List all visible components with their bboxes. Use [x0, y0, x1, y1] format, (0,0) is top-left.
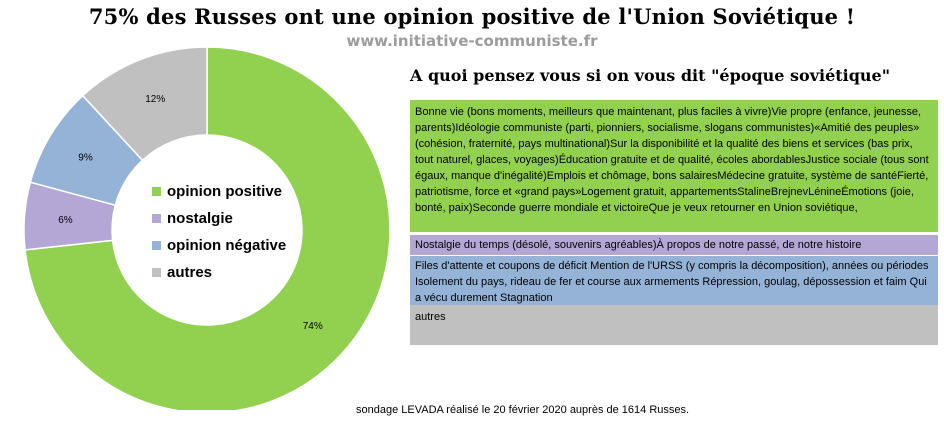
- legend-label-nostalgia: nostalgie: [167, 210, 233, 227]
- other-answers-box: autres: [410, 305, 938, 345]
- chart-title: 75% des Russes ont une opinion positive …: [88, 4, 856, 29]
- source-url: www.initiative-communiste.fr: [346, 32, 598, 50]
- chart-legend: opinion positive nostalgie opinion négat…: [152, 178, 286, 286]
- donut-chart: 74% 6% 9% 12%: [23, 46, 391, 410]
- legend-item-others: autres: [152, 259, 286, 286]
- legend-swatch-nostalgia: [152, 214, 161, 223]
- positive-answers-box: Bonne vie (bons moments, meilleurs que m…: [410, 100, 938, 232]
- legend-item-positive: opinion positive: [152, 178, 286, 205]
- slice-others: [81, 46, 208, 162]
- legend-swatch-positive: [152, 187, 161, 196]
- legend-label-negative: opinion négative: [167, 237, 287, 254]
- nostalgia-answers-box: Nostalgie du temps (désolé, souvenirs ag…: [410, 235, 938, 255]
- data-label-negative: 9%: [78, 152, 93, 163]
- legend-item-negative: opinion négative: [152, 232, 286, 259]
- data-label-others: 12%: [145, 94, 165, 105]
- negative-answers-box: Files d'attente et coupons de déficit Me…: [410, 256, 938, 308]
- legend-swatch-negative: [152, 241, 161, 250]
- legend-item-nostalgia: nostalgie: [152, 205, 286, 232]
- question-subtitle: A quoi pensez vous si on vous dit "époqu…: [410, 66, 891, 85]
- data-label-nostalgia: 6%: [58, 215, 73, 226]
- survey-footnote: sondage LEVADA réalisé le 20 février 202…: [356, 404, 690, 416]
- legend-swatch-others: [152, 268, 161, 277]
- legend-label-positive: opinion positive: [167, 183, 282, 200]
- slice-positive: [24, 46, 391, 410]
- legend-label-others: autres: [167, 264, 213, 281]
- data-label-positive: 74%: [303, 321, 323, 332]
